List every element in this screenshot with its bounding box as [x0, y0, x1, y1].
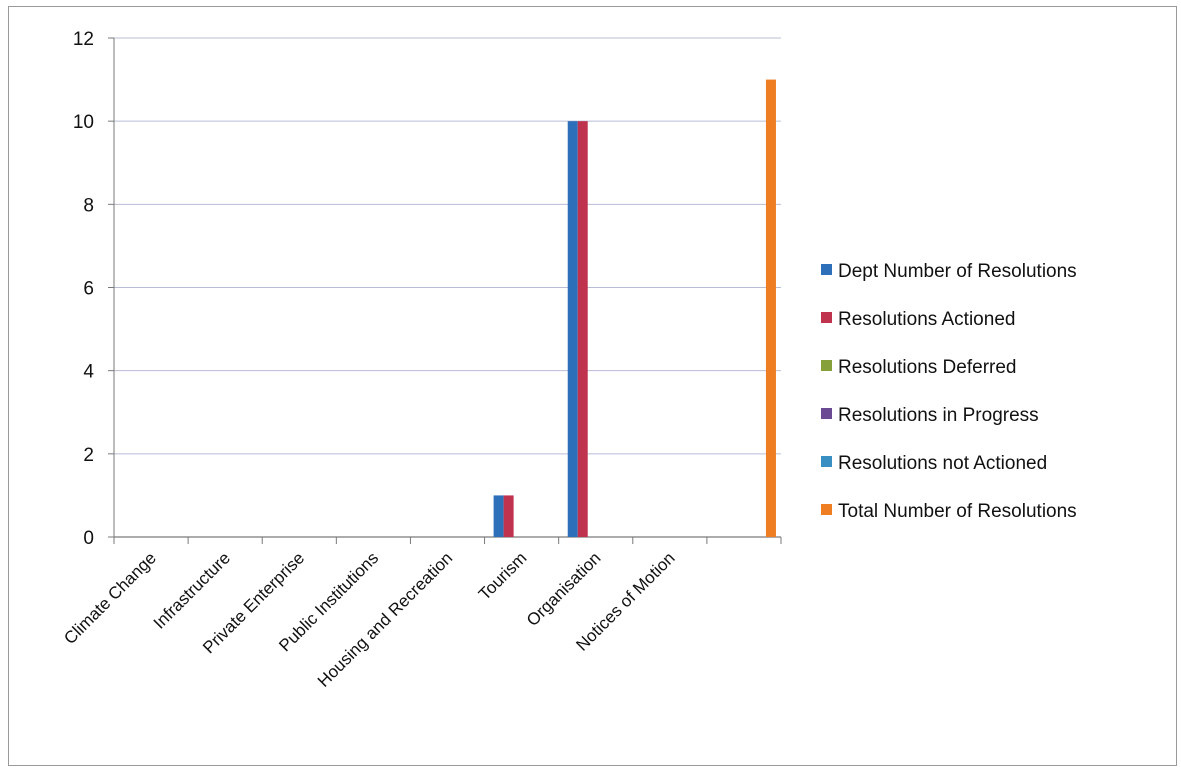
bar-dept-number-of-resolutions — [567, 121, 578, 538]
y-tick-label: 2 — [83, 445, 94, 466]
y-tick-labels: 0 2 4 6 8 10 12 — [73, 29, 95, 549]
y-tick-label: 0 — [83, 528, 94, 549]
x-tick-label: Climate Change — [60, 548, 160, 648]
bar-total-number-of-resolutions — [765, 79, 776, 537]
x-tick-label: Housing and Recreation — [314, 548, 456, 690]
axes — [113, 38, 782, 544]
y-tick-label: 6 — [83, 279, 94, 300]
legend-swatch — [821, 456, 832, 467]
x-tick-label: Organisation — [523, 548, 605, 630]
legend-swatch — [821, 312, 832, 323]
legend-label: Resolutions Deferred — [838, 357, 1016, 378]
gridlines — [108, 37, 781, 538]
x-tick-label: Infrastructure — [150, 548, 234, 632]
legend-label: Resolutions not Actioned — [838, 453, 1047, 474]
bar-dept-number-of-resolutions — [493, 495, 504, 537]
legend-swatch — [821, 264, 832, 275]
bars — [493, 79, 776, 538]
legend-swatch — [821, 504, 832, 515]
bar-resolutions-actioned — [577, 121, 588, 538]
legend-label: Dept Number of Resolutions — [838, 261, 1077, 282]
legend: Dept Number of Resolutions Resolutions Ac… — [821, 261, 1077, 522]
legend-label: Resolutions in Progress — [838, 405, 1039, 426]
legend-label: Total Number of Resolutions — [838, 501, 1077, 522]
y-tick-label: 10 — [73, 112, 94, 133]
legend-swatch — [821, 408, 832, 419]
resolutions-bar-chart: 0 2 4 6 8 10 12 Climate ChangeInfrastructurePr… — [60, 29, 1077, 691]
y-tick-label: 8 — [83, 195, 94, 216]
legend-swatch — [821, 360, 832, 371]
bar-resolutions-actioned — [503, 495, 514, 537]
y-tick-label: 4 — [83, 362, 94, 383]
x-tick-label: Tourism — [475, 548, 531, 604]
legend-label: Resolutions Actioned — [838, 309, 1015, 330]
y-tick-label: 12 — [73, 29, 94, 50]
chart-frame: 0 2 4 6 8 10 12 Climate Change Infrastructure Pr… — [8, 6, 1177, 766]
